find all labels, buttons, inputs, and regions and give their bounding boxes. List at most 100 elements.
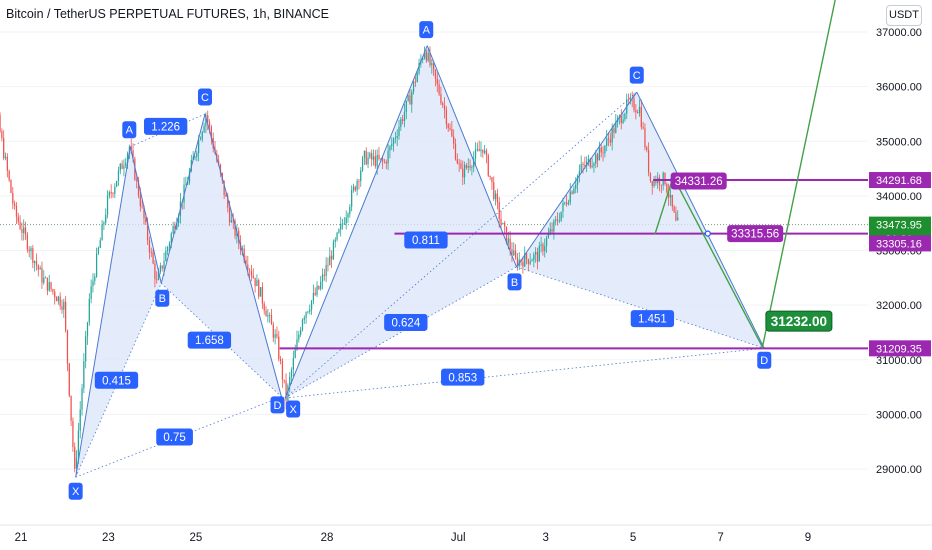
level-tag-upper: 34331.26: [670, 172, 727, 190]
candle-body: [467, 165, 469, 168]
candle-body: [37, 265, 39, 270]
candle-body: [68, 363, 70, 396]
candle-body: [13, 203, 16, 206]
candle-body: [371, 153, 373, 160]
currency-selector[interactable]: USDT: [886, 5, 922, 26]
candle-body: [389, 146, 391, 151]
pattern2-leg: [636, 91, 765, 349]
candle-body: [323, 274, 325, 276]
candle-body: [19, 221, 21, 230]
time-tick-label: 3: [542, 532, 548, 544]
candle-body: [553, 220, 555, 232]
candle-body: [465, 164, 468, 168]
ratio-label-0_415-text: 0.415: [102, 375, 131, 387]
pattern2-ratio-line: [285, 347, 765, 399]
candle-body: [462, 168, 464, 178]
candle-body: [509, 238, 511, 250]
candle-body: [593, 163, 595, 166]
candle-body: [363, 150, 366, 158]
point-label-d: D: [757, 351, 772, 369]
candle-body: [418, 63, 420, 74]
candle-body: [504, 223, 506, 227]
candle-body: [1, 131, 3, 139]
target-price-tag-text: 31232.00: [771, 314, 827, 329]
point-label-a: A: [419, 21, 434, 39]
candle-body: [269, 315, 271, 316]
candle-body: [400, 119, 402, 128]
point-label-x: X: [68, 482, 83, 500]
candle-body: [454, 143, 457, 160]
candle-body: [298, 334, 300, 340]
candle-body: [152, 252, 154, 264]
candle-body: [511, 249, 513, 256]
candle-body: [443, 105, 446, 110]
candle-body: [35, 261, 38, 266]
candle-body: [301, 319, 304, 331]
time-tick-label: 21: [15, 532, 28, 544]
candle-body: [287, 385, 289, 401]
candle-body: [300, 330, 302, 335]
candle-body: [487, 155, 489, 176]
candle-body: [270, 315, 273, 325]
candle-body: [0, 115, 1, 132]
candle-body: [132, 150, 134, 159]
ratio-label-0_853: 0.853: [441, 368, 485, 386]
candle-body: [43, 277, 45, 283]
candle-body: [210, 127, 213, 138]
candle-body: [283, 379, 285, 381]
candle-body: [289, 376, 291, 386]
candle-body: [591, 165, 593, 168]
candle-body: [642, 127, 644, 129]
axis-tag-upper-level-bg: [869, 172, 931, 189]
candle-body: [227, 196, 229, 208]
candle-body: [307, 311, 309, 313]
point-label-b-bg: [155, 289, 170, 307]
candle-body: [542, 244, 544, 252]
candle-body: [647, 149, 650, 173]
candle-body: [622, 119, 624, 123]
ratio-label-0_75-text: 0.75: [163, 432, 185, 444]
axis-tag-bottom-level-bg: [869, 340, 931, 357]
axis-tag-upper-level-text: 34291.68: [876, 175, 922, 187]
candle-body: [123, 165, 125, 169]
candle-body: [156, 279, 158, 281]
point-label-b: B: [155, 289, 170, 307]
candle-body: [529, 261, 531, 264]
candle-body: [675, 212, 677, 221]
candle-body: [549, 229, 551, 235]
point-label-c-bg: [629, 66, 644, 84]
candle-body: [112, 193, 114, 195]
point-label-x-bg: [286, 400, 301, 418]
candle-body: [83, 361, 85, 389]
candle-body: [23, 227, 25, 234]
candle-body: [148, 240, 151, 253]
candle-body: [117, 170, 120, 181]
candle-body: [644, 128, 646, 148]
candle-body: [374, 156, 376, 167]
candle-body: [361, 157, 364, 171]
candle-body: [143, 206, 145, 219]
candle-body: [44, 277, 47, 279]
candle-body: [449, 127, 451, 130]
candle-body: [392, 138, 395, 145]
candle-body: [489, 175, 491, 178]
candle-body: [507, 238, 509, 244]
candle-body: [540, 244, 542, 246]
candle-body: [187, 182, 189, 185]
candle-body: [411, 91, 413, 105]
candle-body: [576, 176, 579, 185]
candle-body: [606, 138, 608, 146]
time-tick-label: 5: [630, 532, 636, 544]
candle-body: [119, 163, 121, 171]
candle-body: [378, 155, 380, 160]
pattern1-ratio-line: [75, 283, 162, 478]
candle-body: [74, 447, 76, 469]
candle-body: [278, 336, 280, 359]
level-tag-lower: 33315.56: [727, 225, 784, 243]
candle-body: [602, 152, 604, 154]
chart-title: Bitcoin / TetherUS PERPETUAL FUTURES, 1h…: [6, 7, 330, 21]
candle-body: [8, 170, 10, 181]
candle-body: [303, 317, 305, 320]
candle-body: [165, 251, 167, 262]
